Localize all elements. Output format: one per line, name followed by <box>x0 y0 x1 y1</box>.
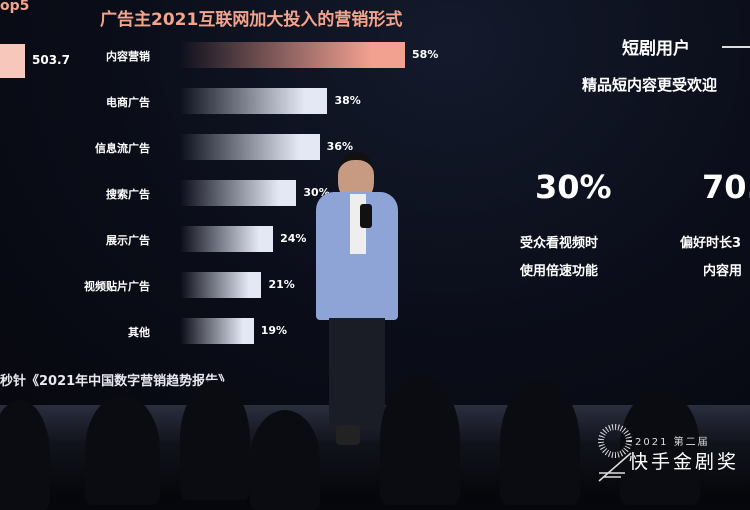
slide-title: 广告主2021互联网加大投入的营销形式 <box>100 10 403 30</box>
bar <box>180 88 328 114</box>
dash-divider <box>722 46 750 48</box>
logo-name: 快手金剧奖 <box>629 451 740 473</box>
bar-value: 19% <box>260 324 288 337</box>
right-heading: 短剧用户 <box>622 39 690 59</box>
bar-value: 24% <box>280 232 307 245</box>
sun-logo-icon <box>598 424 632 482</box>
bar <box>180 42 406 68</box>
stat-1-desc-line1: 受众看视频时 <box>520 236 599 251</box>
bar <box>180 272 262 298</box>
stat-2-desc-line1: 偏好时长3 <box>680 236 742 251</box>
bar <box>180 318 254 344</box>
bar-label: 内容营销 <box>106 50 150 63</box>
stat-1-desc-line2: 使用倍速功能 <box>520 264 599 279</box>
stat-1: 30% <box>535 168 612 206</box>
bar-label: 其他 <box>128 326 150 339</box>
bar-label: 电商广告 <box>106 96 150 109</box>
left-partial-value: 503.7 <box>32 53 70 67</box>
bar-value: 21% <box>268 278 295 291</box>
bar-label: 展示广告 <box>106 234 150 247</box>
logo-year: 2021 第二届 <box>635 437 710 448</box>
bar-label: 信息流广告 <box>95 142 150 155</box>
bar <box>180 226 274 252</box>
left-partial-bar <box>0 44 25 78</box>
bar <box>180 134 320 160</box>
bar <box>180 180 297 206</box>
stat-2: 70. <box>702 168 750 206</box>
bar-value: 36% <box>326 140 354 153</box>
bar-label: 搜索广告 <box>106 188 150 201</box>
bar-label: 视频贴片广告 <box>84 280 150 293</box>
right-subheading: 精品短内容更受欢迎 <box>582 76 718 94</box>
award-logo: 2021 第二届 快手金剧奖 <box>595 423 745 483</box>
source-note: 秒针《2021年中国数字营销趋势报告》 <box>0 374 232 389</box>
bar-value: 58% <box>412 48 439 61</box>
left-partial-title: op5 <box>0 0 30 14</box>
bar-value: 38% <box>334 94 361 107</box>
stat-2-desc-line2: 内容用 <box>703 264 743 279</box>
